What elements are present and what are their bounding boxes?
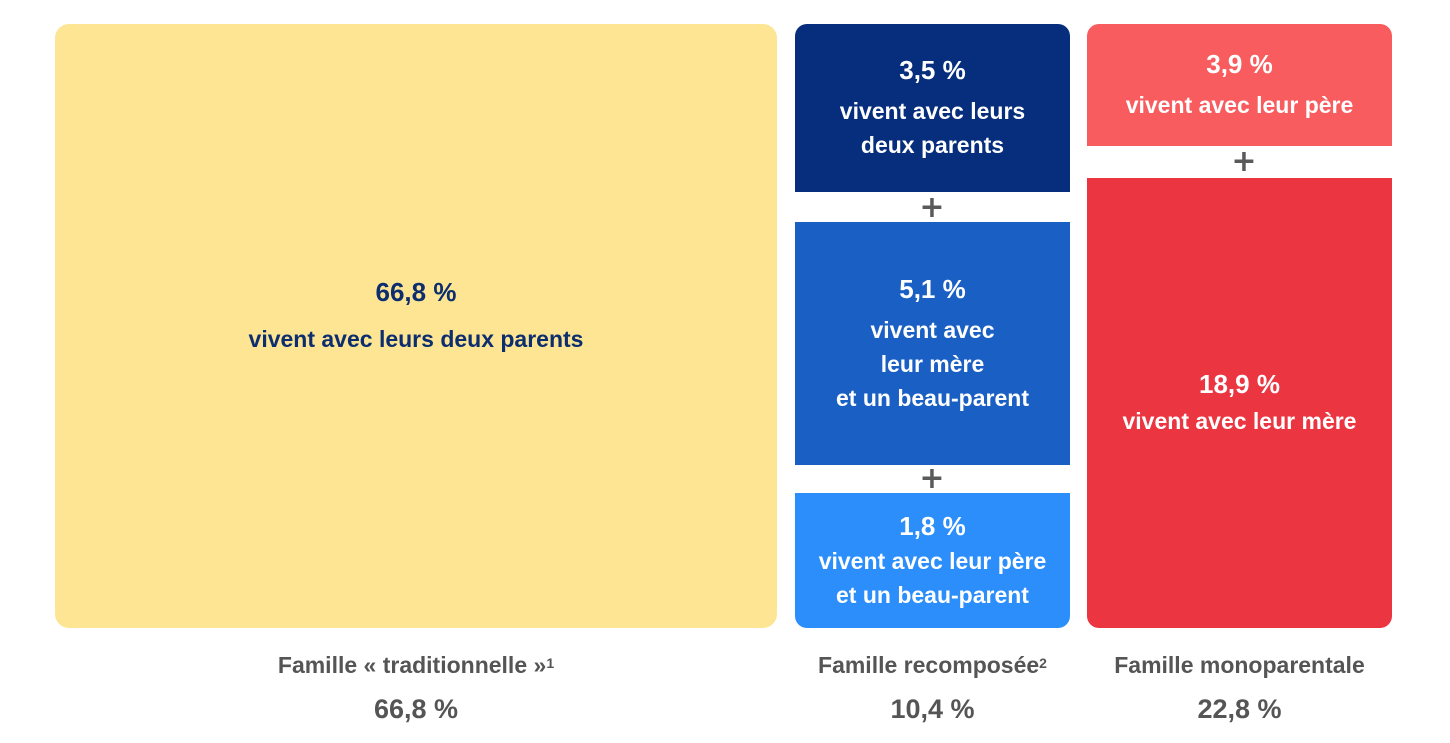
recomposed-mother-stepparent-desc: vivent avec leur mère et un beau-parent [836,316,1029,411]
footnote-marker-2: 2 [1039,655,1047,671]
column-total-monoparental: 22,8 % [1197,694,1282,724]
column-total-recomposed: 10,4 % [890,694,975,724]
traditional-family-block: 66,8 % vivent avec leurs deux parents [55,24,777,628]
recomposed-both-parents-desc: vivent avec leurs deux parents [839,98,1026,158]
mono-father-block: 3,9 % vivent avec leur père [1087,24,1392,146]
column-label-monoparental-text: Famille monoparentale [1114,652,1365,678]
mono-mother-block: 18,9 % vivent avec leur mère [1087,178,1392,628]
recomposed-mother-stepparent-block: 5,1 % vivent avec leur mère et un beau-p… [795,222,1070,465]
recomposed-both-parents-pct: 3,5 % [899,55,966,85]
column-label-traditional: Famille « traditionnelle »1 [55,650,777,680]
mono-father-desc: vivent avec leur père [1125,92,1354,118]
column-label-traditional-text: Famille « traditionnelle » [277,652,547,678]
plus-sign-1: + [919,190,945,225]
recomposed-mother-stepparent-pct: 5,1 % [899,273,966,304]
traditional-both-parents-desc: vivent avec leurs deux parents [248,326,584,352]
recomposed-father-stepparent-desc: vivent avec leur père et un beau-parent [818,547,1047,608]
recomposed-both-parents-block: 3,5 % vivent avec leurs deux parents [795,24,1070,192]
column-label-monoparental: Famille monoparentale [1087,650,1392,680]
column-total-traditional: 66,8 % [373,694,459,724]
plus-sign-3: + [1231,144,1257,179]
footnote-marker-1: 1 [546,655,555,671]
column-label-recomposed-text: Famille recomposée [818,652,1040,678]
column-label-recomposed: Famille recomposée2 [795,650,1070,680]
plus-sign-2: + [919,461,945,496]
recomposed-father-stepparent-pct: 1,8 % [899,510,966,541]
mono-mother-pct: 18,9 % [1199,369,1280,399]
mono-father-pct: 3,9 % [1206,49,1273,79]
mono-mother-desc: vivent avec leur mère [1122,408,1357,434]
recomposed-father-stepparent-block: 1,8 % vivent avec leur père et un beau-p… [795,493,1070,628]
traditional-both-parents-pct: 66,8 % [375,277,457,307]
